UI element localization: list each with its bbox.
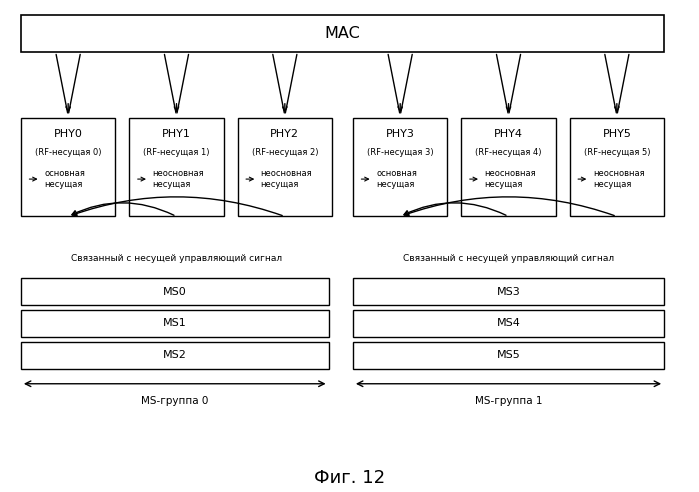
Bar bbox=[21, 310, 329, 337]
Text: MS3: MS3 bbox=[497, 286, 520, 297]
Text: неосновная
несущая: неосновная несущая bbox=[261, 169, 312, 189]
Bar bbox=[21, 342, 329, 369]
Bar bbox=[21, 278, 329, 305]
Text: (RF-несущая 0): (RF-несущая 0) bbox=[35, 148, 101, 157]
Text: (RF-несущая 1): (RF-несущая 1) bbox=[143, 148, 210, 157]
Text: PHY1: PHY1 bbox=[162, 129, 191, 139]
Bar bbox=[21, 15, 664, 52]
Bar bbox=[353, 342, 664, 369]
Bar bbox=[129, 118, 224, 216]
Text: Связанный с несущей управляющий сигнал: Связанный с несущей управляющий сигнал bbox=[403, 254, 614, 263]
Text: основная
несущая: основная несущая bbox=[376, 169, 417, 189]
Bar bbox=[353, 278, 664, 305]
Text: Фиг. 12: Фиг. 12 bbox=[314, 469, 385, 487]
Text: PHY2: PHY2 bbox=[271, 129, 299, 139]
Text: неосновная
несущая: неосновная несущая bbox=[152, 169, 204, 189]
Text: PHY5: PHY5 bbox=[603, 129, 631, 139]
Text: (RF-несущая 5): (RF-несущая 5) bbox=[584, 148, 650, 157]
Text: PHY3: PHY3 bbox=[386, 129, 415, 139]
Bar bbox=[461, 118, 556, 216]
Text: (RF-несущая 4): (RF-несущая 4) bbox=[475, 148, 542, 157]
Bar bbox=[570, 118, 664, 216]
Text: Связанный с несущей управляющий сигнал: Связанный с несущей управляющий сигнал bbox=[71, 254, 282, 263]
Bar bbox=[353, 118, 447, 216]
Text: неосновная
несущая: неосновная несущая bbox=[593, 169, 644, 189]
Text: MS-группа 1: MS-группа 1 bbox=[475, 396, 542, 406]
Text: MS0: MS0 bbox=[163, 286, 187, 297]
Text: MAC: MAC bbox=[324, 26, 361, 41]
Text: неосновная
несущая: неосновная несущая bbox=[484, 169, 536, 189]
Text: (RF-несущая 2): (RF-несущая 2) bbox=[252, 148, 318, 157]
Text: MS-группа 0: MS-группа 0 bbox=[141, 396, 208, 406]
Text: MS4: MS4 bbox=[496, 318, 521, 329]
Text: основная
несущая: основная несущая bbox=[44, 169, 85, 189]
Bar bbox=[353, 310, 664, 337]
Text: MS5: MS5 bbox=[497, 350, 520, 361]
Bar bbox=[238, 118, 332, 216]
Text: MS1: MS1 bbox=[163, 318, 187, 329]
Text: (RF-несущая 3): (RF-несущая 3) bbox=[367, 148, 433, 157]
Bar bbox=[21, 118, 115, 216]
Text: PHY0: PHY0 bbox=[54, 129, 82, 139]
Text: MS2: MS2 bbox=[163, 350, 187, 361]
Text: PHY4: PHY4 bbox=[494, 129, 523, 139]
